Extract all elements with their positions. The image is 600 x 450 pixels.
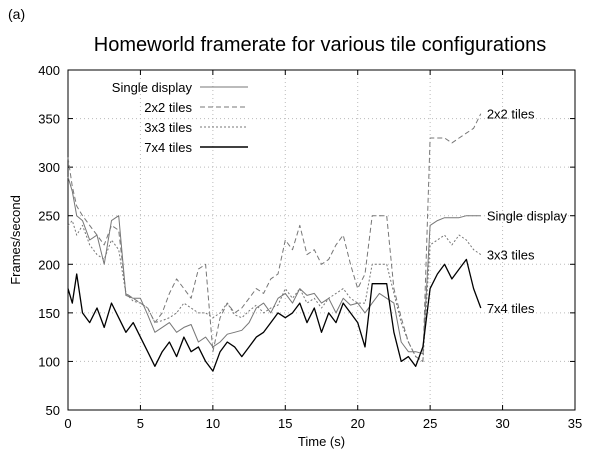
- y-tick-label: 150: [38, 306, 60, 321]
- legend-label-2x2-tiles: 2x2 tiles: [144, 100, 192, 115]
- legend-label-3x3-tiles: 3x3 tiles: [144, 120, 192, 135]
- x-tick-label: 10: [206, 416, 220, 431]
- end-label-3x3-tiles: 3x3 tiles: [487, 248, 535, 263]
- x-tick-label: 30: [495, 416, 509, 431]
- x-tick-label: 25: [423, 416, 437, 431]
- plot-frame: [67, 69, 576, 411]
- x-tick-label: 5: [137, 416, 144, 431]
- panel-label: (a): [8, 6, 26, 22]
- x-tick-label: 15: [278, 416, 292, 431]
- x-axis-label: Time (s): [298, 434, 345, 449]
- y-axis-label: Frames/second: [8, 195, 23, 285]
- x-tick-label: 0: [64, 416, 71, 431]
- legend-label-single-display: Single display: [112, 80, 193, 95]
- y-tick-label: 400: [38, 63, 60, 78]
- tick-layer: 0 5 10 15 20 25 30 35 50 100 150 200 250 300 350 400: [38, 63, 582, 431]
- y-tick-label: 350: [38, 112, 60, 127]
- series-line-3x3-tiles: [67, 220, 482, 362]
- series-line-single-display: [67, 176, 481, 355]
- x-tick-label: 20: [350, 416, 364, 431]
- y-tick-label: 300: [38, 160, 60, 175]
- x-tick-label: 35: [568, 416, 582, 431]
- y-tick-label: 200: [38, 257, 60, 272]
- y-tick-label: 250: [38, 209, 60, 224]
- series-line-7x4-tiles: [67, 258, 482, 372]
- end-labels: Single display 2x2 tiles 3x3 tiles 7x4 tile…: [487, 107, 568, 316]
- legend-label-7x4-tiles: 7x4 tiles: [144, 140, 192, 155]
- end-label-2x2-tiles: 2x2 tiles: [487, 107, 535, 122]
- series-layer: [67, 113, 482, 372]
- y-tick-label: 50: [46, 403, 60, 418]
- series-line-2x2-tiles: [67, 113, 482, 362]
- end-label-7x4-tiles: 7x4 tiles: [487, 301, 535, 316]
- chart-title: Homeworld framerate for various tile con…: [93, 34, 547, 56]
- legend: Single display 2x2 tiles 3x3 tiles 7x4 tile…: [112, 80, 248, 155]
- end-label-single-display: Single display: [487, 209, 568, 224]
- y-tick-label: 100: [38, 354, 60, 369]
